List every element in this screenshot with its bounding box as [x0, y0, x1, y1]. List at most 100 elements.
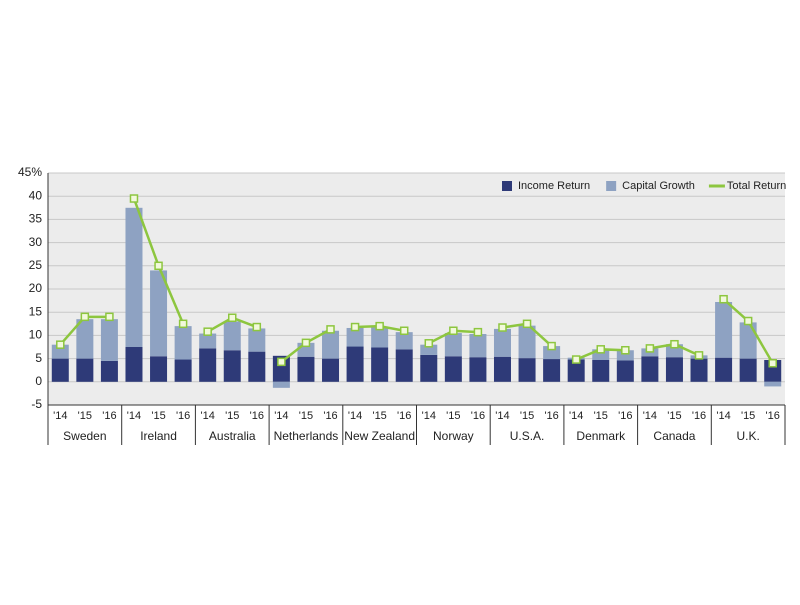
x-tick-label: '16 [471, 410, 485, 422]
group-label: Netherlands [274, 429, 339, 443]
bar-segment [272, 381, 290, 388]
bar-segment [739, 322, 757, 359]
y-tick-label: -5 [31, 397, 42, 411]
x-tick-label: '16 [176, 410, 190, 422]
group-label: Canada [653, 429, 695, 443]
x-tick-label: '16 [323, 410, 337, 422]
group-label: Denmark [576, 429, 626, 443]
y-tick-label: 20 [29, 281, 43, 295]
line-marker [621, 345, 630, 355]
bar-segment [76, 358, 94, 382]
legend-label: Income Return [518, 180, 590, 192]
x-tick-label: '16 [397, 410, 411, 422]
bar-segment [395, 332, 413, 350]
bar-segment [616, 350, 634, 361]
group-label: Sweden [63, 429, 106, 443]
bar-segment [174, 326, 192, 360]
legend-swatch [502, 181, 512, 191]
bar-segment [248, 351, 266, 382]
x-tick-label: '15 [741, 410, 755, 422]
x-tick-label: '15 [520, 410, 534, 422]
x-tick-label: '16 [250, 410, 264, 422]
bar-segment [493, 356, 511, 382]
bar-segment [51, 358, 69, 382]
legend-swatch [606, 181, 617, 191]
bar-segment [371, 347, 389, 382]
y-tick-label: 25 [29, 258, 43, 272]
line-marker [228, 313, 237, 323]
line-marker [522, 319, 532, 329]
group-label: U.K. [736, 429, 759, 443]
bar-segment [518, 358, 536, 382]
bar-segment [764, 381, 782, 387]
line-marker [252, 322, 262, 332]
line-marker [473, 327, 483, 337]
bar-segment [592, 359, 610, 382]
y-tick-label: 10 [29, 328, 43, 342]
bar-segment [469, 334, 487, 358]
line-marker [350, 322, 360, 332]
x-tick-label: '15 [299, 410, 313, 422]
y-tick-label: 40 [29, 188, 43, 202]
y-tick-label: 15 [29, 304, 43, 318]
legend-label: Total Return [727, 180, 786, 192]
bar-segment [739, 358, 757, 382]
bar-segment [616, 360, 634, 382]
bar-segment [444, 333, 462, 357]
group-label: Australia [209, 429, 256, 443]
bar-segment [444, 356, 462, 382]
x-tick-label: '14 [495, 410, 509, 422]
bar-segment [100, 319, 118, 361]
bar-segment [322, 330, 340, 359]
line-marker [56, 340, 65, 349]
line-marker [449, 326, 458, 336]
line-marker [203, 327, 212, 336]
x-tick-label: '14 [716, 410, 730, 422]
y-tick-label: 0 [35, 374, 42, 388]
x-tick-label: '14 [348, 410, 362, 422]
bar-segment [346, 327, 364, 347]
bar-segment [322, 358, 340, 382]
group-label: Norway [433, 429, 474, 443]
bar-segment [493, 328, 511, 357]
bar-segment [223, 350, 241, 382]
x-tick-label: '16 [766, 410, 780, 422]
line-marker [670, 339, 679, 349]
bar-segment [125, 207, 143, 347]
y-tick-label: 45% [18, 165, 42, 179]
line-marker [645, 344, 655, 353]
bar-segment [371, 327, 389, 348]
bar-segment [100, 360, 118, 382]
bar-segment [567, 359, 585, 382]
line-marker [571, 355, 581, 364]
bar-segment [690, 358, 708, 382]
line-marker [547, 341, 556, 351]
line-marker [694, 351, 704, 360]
line-marker [498, 323, 507, 332]
bar-segment [715, 357, 733, 382]
line-marker [743, 316, 753, 326]
bar-segment [518, 325, 536, 359]
line-marker [301, 338, 311, 348]
group-label: U.S.A. [510, 429, 545, 443]
x-tick-label: '14 [643, 410, 657, 422]
bar-segment [469, 357, 487, 382]
bar-segment [715, 301, 733, 358]
x-tick-label: '15 [667, 410, 681, 422]
line-marker [154, 261, 163, 271]
x-tick-label: '15 [594, 410, 608, 422]
x-tick-label: '16 [102, 410, 116, 422]
bar-segment [125, 347, 143, 382]
bar-segment [174, 359, 192, 382]
y-tick-label: 35 [29, 212, 43, 226]
bar-segment [76, 319, 94, 359]
x-tick-label: '15 [372, 410, 386, 422]
y-tick-label: 5 [35, 351, 42, 365]
x-tick-label: '14 [201, 410, 215, 422]
line-marker [375, 321, 384, 331]
line-marker [178, 319, 188, 329]
line-marker [129, 194, 139, 203]
bar-segment [543, 359, 561, 382]
line-marker [424, 339, 434, 348]
